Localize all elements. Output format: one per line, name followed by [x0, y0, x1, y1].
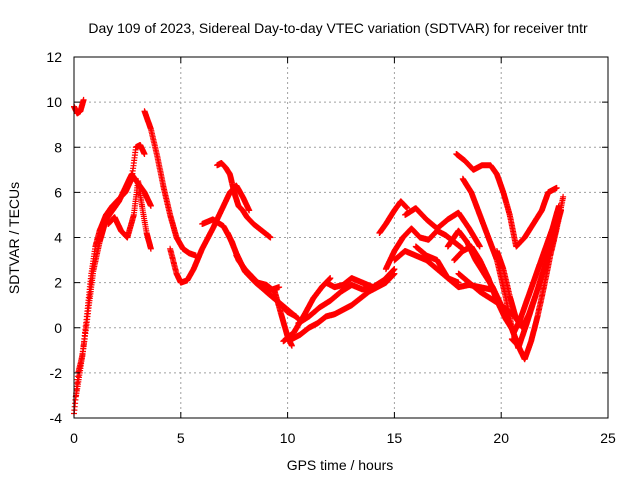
x-tick-label: 0: [70, 430, 78, 446]
data-marks: [233, 252, 295, 349]
series-arc-05: [141, 108, 199, 259]
axis-ticks: 0 5 10 15 20 25 -4 -2 0 2 4 6 8 10 12: [46, 49, 616, 446]
series-arc-07: [214, 160, 274, 241]
y-tick-label: 6: [54, 184, 62, 200]
x-axis-label: GPS time / hours: [287, 457, 394, 473]
x-tick-label: 15: [387, 430, 403, 446]
data-marks: [493, 248, 539, 331]
data-marks: [453, 151, 560, 250]
series-arc-04: [105, 178, 154, 252]
series-arc-17: [382, 225, 466, 273]
series-arc-03: [73, 171, 154, 399]
data-marks: [508, 193, 567, 363]
series-arc-19: [402, 205, 483, 250]
series-arc-01: [71, 96, 87, 117]
series-arc-08: [199, 216, 302, 322]
series-arc-10: [233, 252, 295, 349]
series-arc-28: [493, 248, 539, 331]
series-arc-24: [453, 151, 560, 250]
data-marks: [256, 281, 283, 295]
data-marks: [199, 216, 302, 322]
x-tick-label: 10: [280, 430, 296, 446]
data-marks: [167, 182, 253, 286]
data-marks: [318, 275, 387, 291]
data-marks: [402, 205, 483, 250]
y-tick-label: -2: [50, 365, 63, 381]
data-marks: [214, 160, 274, 241]
y-tick-label: -4: [50, 410, 63, 426]
series-arc-15: [318, 275, 387, 291]
data-marks: [382, 225, 466, 273]
series-arc-06: [167, 182, 253, 286]
data-marks: [141, 108, 199, 259]
y-tick-label: 4: [54, 230, 62, 246]
x-tick-label: 5: [177, 430, 185, 446]
chart-title: Day 109 of 2023, Sidereal Day-to-day VTE…: [88, 20, 588, 36]
y-tick-label: 10: [46, 94, 62, 110]
series-arc-11: [256, 281, 283, 295]
data-marks: [295, 266, 398, 327]
y-tick-label: 2: [54, 275, 62, 291]
y-tick-label: 0: [54, 320, 62, 336]
y-tick-label: 8: [54, 139, 62, 155]
data-marks: [105, 178, 154, 252]
x-tick-label: 25: [600, 430, 616, 446]
series-arc-14: [295, 266, 398, 327]
data-series: [71, 96, 567, 417]
data-marks: [73, 171, 154, 399]
data-marks: [71, 96, 87, 117]
y-tick-label: 12: [46, 49, 62, 65]
x-tick-label: 20: [493, 430, 509, 446]
series-arc-26: [508, 193, 567, 363]
series-arc-16: [376, 198, 411, 236]
data-marks: [376, 198, 411, 236]
y-axis-label: SDTVAR / TECUs: [6, 182, 22, 294]
